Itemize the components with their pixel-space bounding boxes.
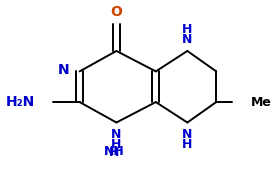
Text: H: H bbox=[109, 145, 119, 159]
Text: H: H bbox=[182, 23, 193, 36]
Text: H: H bbox=[182, 138, 193, 151]
Text: N: N bbox=[182, 33, 193, 46]
Text: N: N bbox=[58, 63, 69, 77]
Text: N: N bbox=[111, 128, 122, 141]
Text: H₂N: H₂N bbox=[6, 95, 35, 109]
Text: NH: NH bbox=[103, 145, 124, 158]
Text: Me: Me bbox=[250, 96, 271, 108]
Text: H: H bbox=[111, 138, 122, 151]
Text: N: N bbox=[182, 128, 193, 141]
Text: O: O bbox=[111, 5, 122, 19]
